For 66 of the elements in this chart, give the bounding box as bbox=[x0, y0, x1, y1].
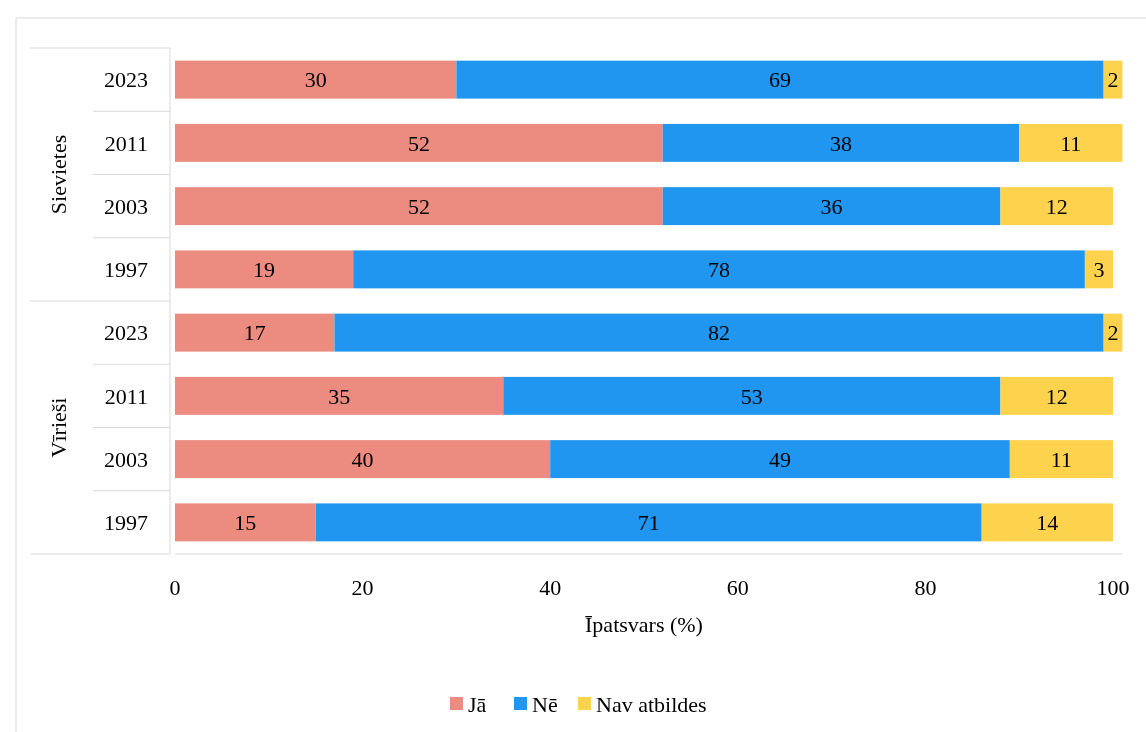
data-label: 82 bbox=[708, 320, 731, 346]
data-label: 36 bbox=[820, 193, 843, 219]
data-label: 35 bbox=[328, 383, 351, 409]
legend-label: Jā bbox=[468, 691, 487, 717]
bar bbox=[175, 440, 551, 479]
legend-label: Nē bbox=[532, 691, 558, 717]
legend-label: Nav atbildes bbox=[596, 691, 707, 717]
data-label: 30 bbox=[304, 67, 327, 93]
bar bbox=[175, 250, 354, 289]
bar bbox=[662, 187, 1001, 226]
bar bbox=[456, 60, 1104, 99]
data-label: 69 bbox=[769, 67, 792, 93]
y-tick-label: 2003 bbox=[104, 193, 148, 219]
y-tick-label: 1997 bbox=[104, 510, 148, 536]
data-label: 15 bbox=[234, 510, 257, 536]
y-tick-label: 1997 bbox=[104, 257, 148, 283]
text: Vīrieši bbox=[45, 397, 71, 458]
bar bbox=[1009, 440, 1113, 479]
x-tick-label: 0 bbox=[169, 574, 181, 600]
bar bbox=[315, 503, 982, 542]
data-label: 3 bbox=[1093, 257, 1105, 283]
bar bbox=[175, 313, 335, 352]
data-label: 2 bbox=[1107, 320, 1119, 346]
data-label: 19 bbox=[253, 257, 276, 283]
data-label: 17 bbox=[243, 320, 266, 346]
bar bbox=[550, 440, 1010, 479]
x-tick-label: 100 bbox=[1096, 574, 1130, 600]
bar bbox=[1084, 250, 1113, 289]
x-tick-label: 60 bbox=[726, 574, 749, 600]
bar bbox=[503, 376, 1001, 415]
data-label: 14 bbox=[1036, 510, 1059, 536]
x-axis-title: Īpatsvars (%) bbox=[585, 611, 703, 637]
text: Sievietes bbox=[45, 134, 71, 215]
data-label: 40 bbox=[351, 446, 374, 472]
bar bbox=[175, 187, 663, 226]
data-label: 52 bbox=[407, 130, 430, 156]
bar bbox=[175, 376, 504, 415]
x-tick-label: 40 bbox=[539, 574, 562, 600]
data-label: 49 bbox=[769, 446, 792, 472]
x-tick-label: 20 bbox=[351, 574, 374, 600]
bar bbox=[175, 123, 663, 162]
bar bbox=[662, 123, 1020, 162]
y-tick-label: 2023 bbox=[104, 320, 148, 346]
data-label: 38 bbox=[829, 130, 852, 156]
bar bbox=[334, 313, 1104, 352]
x-tick-label: 80 bbox=[914, 574, 937, 600]
y-tick-label: 2003 bbox=[104, 446, 148, 472]
data-label: 53 bbox=[740, 383, 763, 409]
data-label: 11 bbox=[1050, 446, 1072, 472]
data-label: 12 bbox=[1045, 383, 1068, 409]
bar bbox=[175, 60, 457, 99]
bar bbox=[1000, 187, 1113, 226]
data-label: 78 bbox=[708, 257, 731, 283]
bar bbox=[981, 503, 1113, 542]
data-label: 71 bbox=[637, 510, 660, 536]
data-label: 12 bbox=[1045, 193, 1068, 219]
y-tick-label: 2011 bbox=[104, 130, 148, 156]
bar bbox=[353, 250, 1085, 289]
y-tick-label: 2011 bbox=[104, 383, 148, 409]
bar bbox=[1000, 376, 1113, 415]
bar bbox=[175, 503, 316, 542]
y-tick-label: 2023 bbox=[104, 67, 148, 93]
bar bbox=[1019, 123, 1123, 162]
data-label: 11 bbox=[1060, 130, 1082, 156]
data-label: 52 bbox=[407, 193, 430, 219]
data-label: 2 bbox=[1107, 67, 1119, 93]
